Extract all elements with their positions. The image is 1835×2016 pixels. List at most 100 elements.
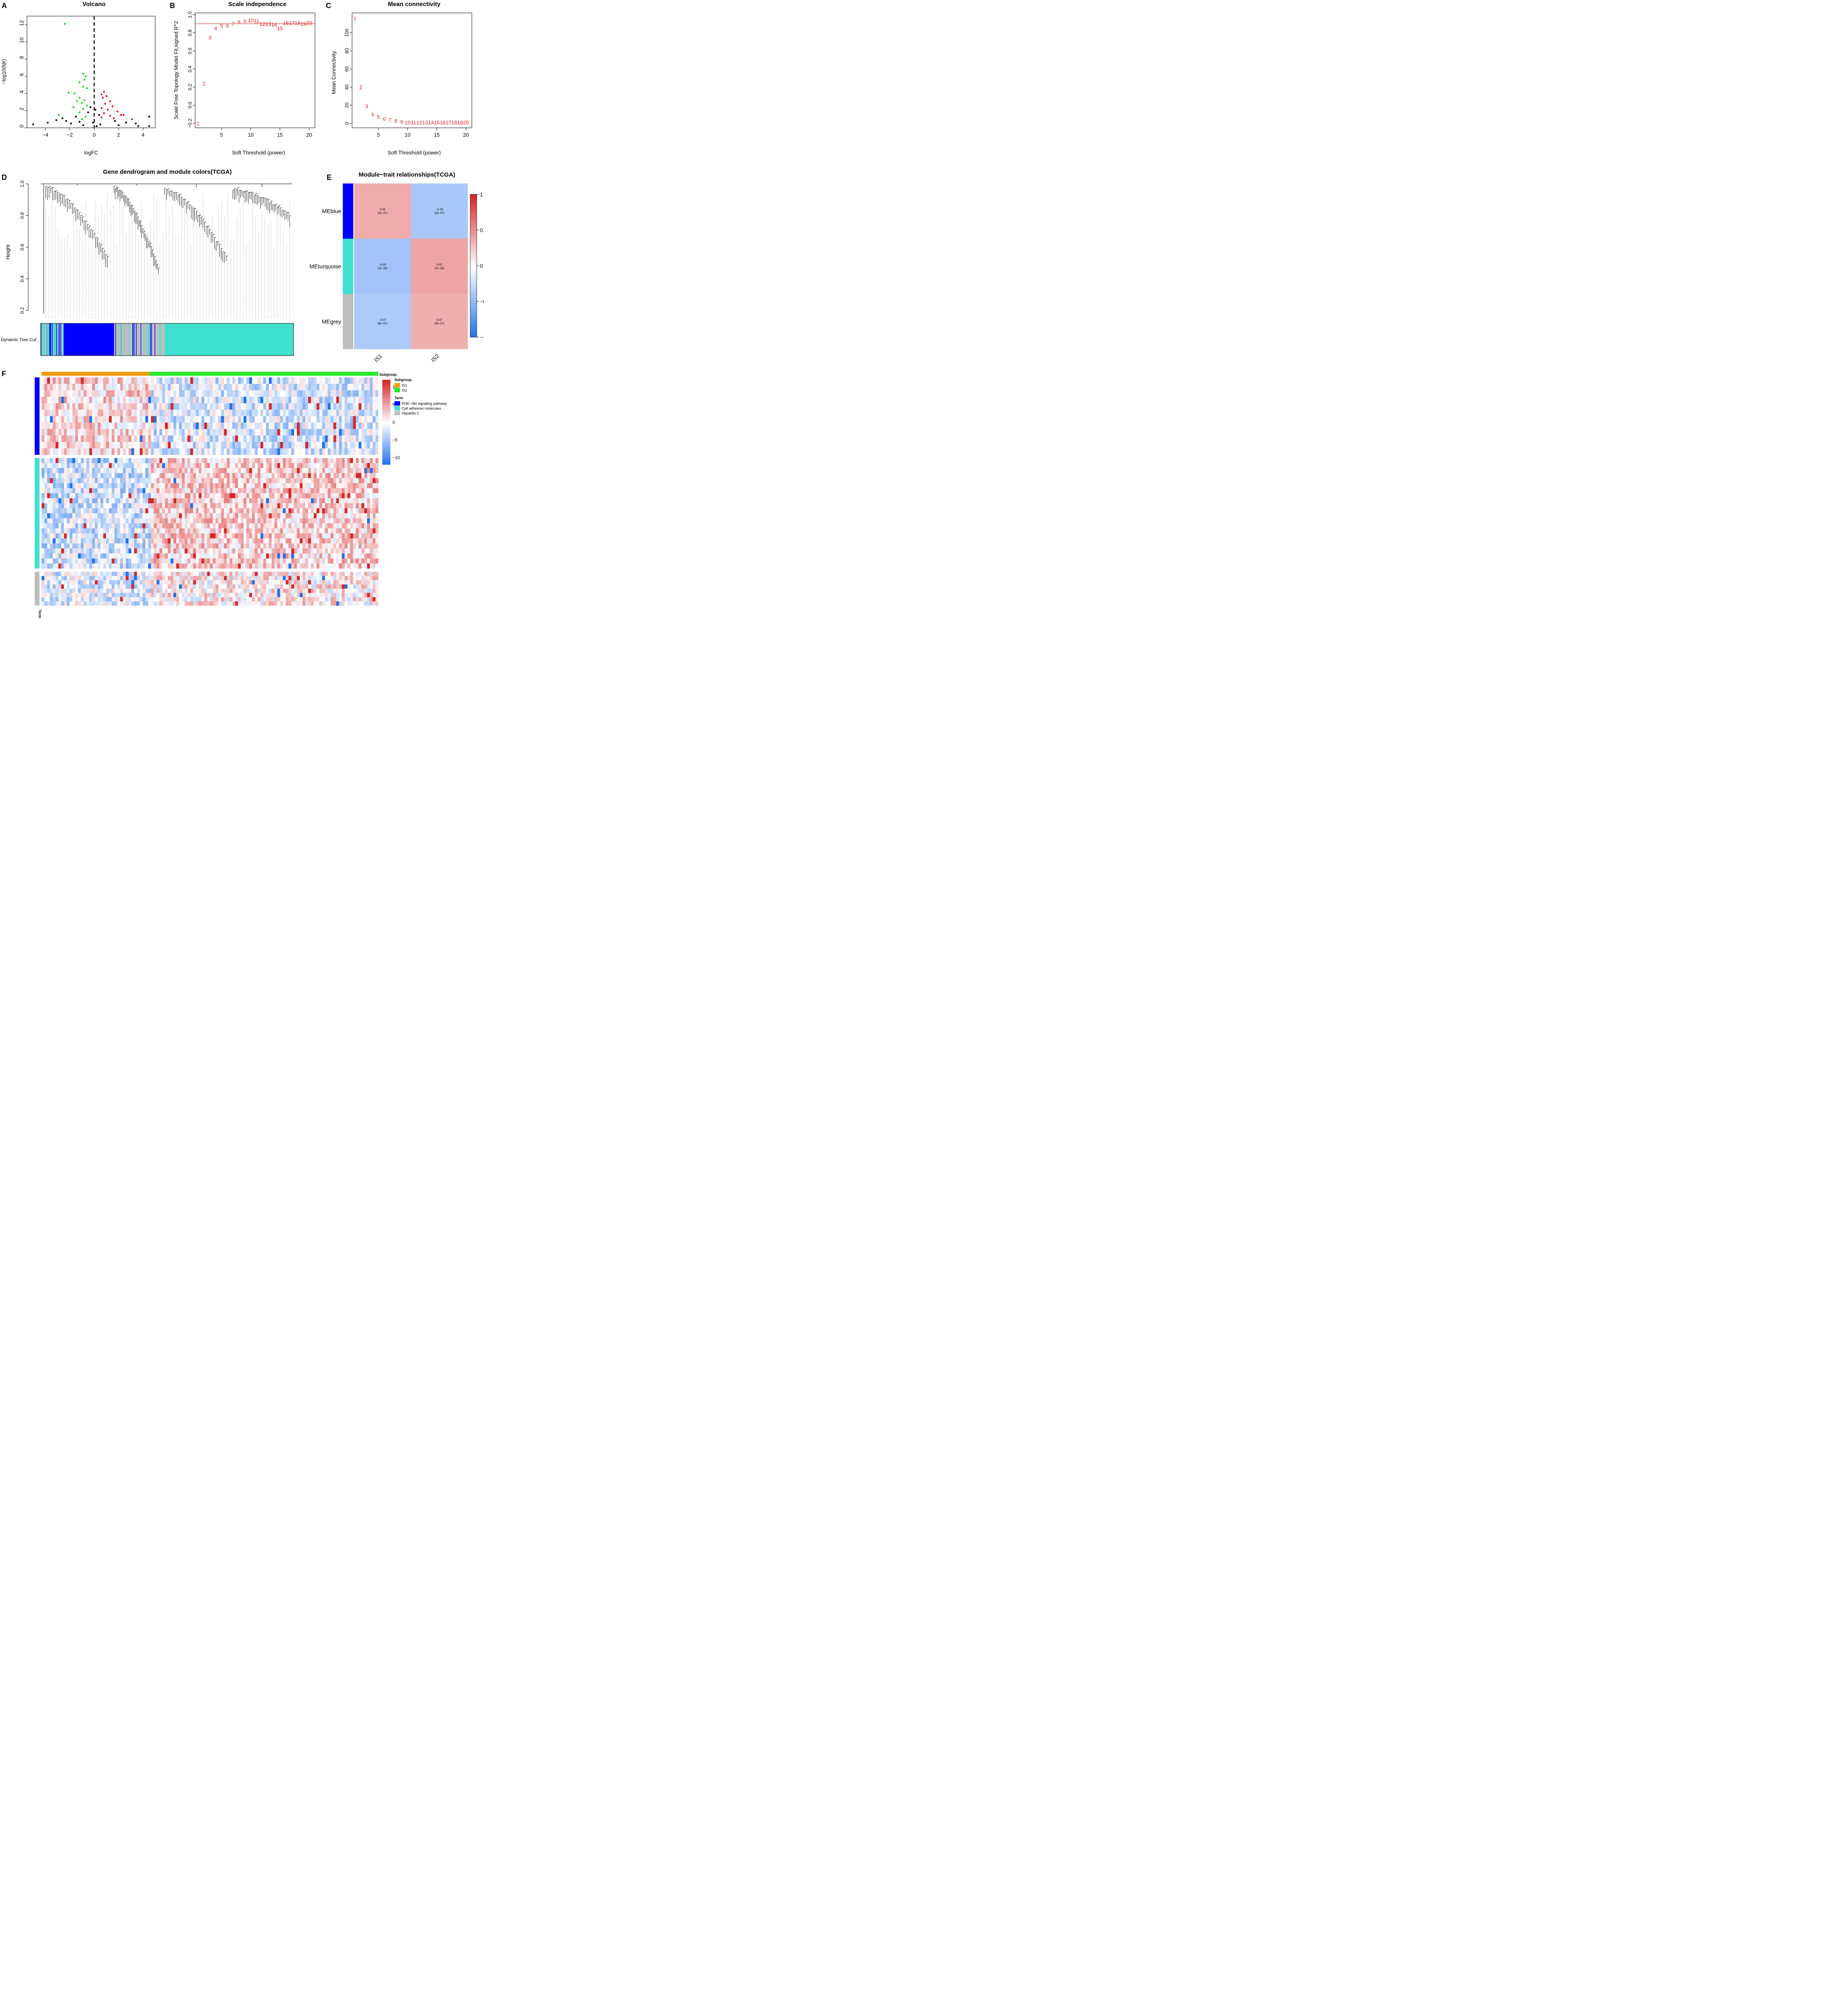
heatmap-cell	[294, 538, 297, 544]
heatmap-cell	[300, 390, 303, 397]
heatmap-cell	[367, 523, 370, 529]
heatmap-cell	[173, 416, 177, 423]
heatmap-cell	[215, 538, 219, 544]
heatmap-cell	[266, 468, 269, 473]
heatmap-cell	[125, 498, 129, 504]
heatmap-cell	[241, 513, 244, 519]
heatmap-cell	[98, 572, 101, 576]
heatmap-cell	[187, 435, 191, 442]
heatmap-cell	[271, 377, 275, 384]
heatmap-cell	[344, 533, 348, 539]
heatmap-cell	[277, 503, 280, 508]
heatmap-cell	[229, 384, 233, 391]
heatmap-cell	[106, 442, 109, 449]
heatmap-cell	[227, 448, 230, 455]
heatmap-cell	[98, 483, 101, 489]
heatmap-cell	[55, 488, 59, 494]
heatmap-cell	[86, 548, 90, 554]
heatmap-cell	[305, 442, 309, 449]
c-power-label: 7	[389, 117, 392, 123]
heatmap-cell	[196, 538, 199, 544]
heatmap-cell	[117, 553, 121, 559]
heatmap-cell	[42, 390, 45, 397]
heatmap-cell	[224, 548, 227, 554]
heatmap-cell	[154, 473, 157, 479]
heatmap-cell	[370, 533, 373, 539]
heatmap-cell	[300, 416, 303, 423]
heatmap-cell	[47, 458, 50, 463]
heatmap-cell	[353, 528, 356, 534]
heatmap-cell	[319, 528, 323, 534]
heatmap-cell	[196, 423, 199, 429]
heatmap-cell	[322, 523, 325, 529]
heatmap-cell	[179, 410, 182, 417]
heatmap-cell	[249, 572, 252, 576]
heatmap-cell	[347, 503, 350, 508]
heatmap-cell	[64, 423, 67, 429]
heatmap-cell	[154, 493, 157, 498]
volcano-point-down	[83, 79, 85, 81]
heatmap-cell	[47, 410, 50, 417]
heatmap-cell	[302, 488, 306, 494]
heatmap-cell	[294, 429, 297, 436]
heatmap-cell	[92, 548, 95, 554]
heatmap-cell	[165, 468, 168, 473]
b-power-label: 15	[277, 25, 283, 31]
heatmap-cell	[140, 553, 143, 559]
heatmap-cell	[227, 458, 230, 463]
heatmap-cell	[221, 503, 224, 508]
c-power-label: 18	[451, 120, 457, 126]
heatmap-cell	[246, 543, 250, 549]
heatmap-cell	[61, 458, 64, 463]
heatmap-cell	[257, 397, 261, 404]
heatmap-cell	[64, 558, 67, 564]
heatmap-cell	[134, 513, 137, 519]
heatmap-cell	[311, 523, 314, 529]
color-scale-step	[470, 334, 477, 337]
heatmap-cell	[370, 458, 373, 463]
volcano-point-down	[73, 92, 76, 95]
heatmap-cell	[370, 503, 373, 508]
heatmap-cell	[339, 429, 342, 436]
heatmap-cell	[89, 498, 92, 504]
panel-label-d: D	[2, 173, 7, 181]
heatmap-cell	[252, 553, 255, 559]
heatmap-cell	[83, 493, 87, 498]
b-ytick-label: −0.2	[187, 119, 193, 128]
heatmap-cell	[111, 503, 115, 508]
heatmap-cell	[204, 435, 207, 442]
heatmap-cell	[271, 538, 275, 544]
heatmap-cell	[184, 572, 188, 576]
module-stripe	[148, 323, 149, 356]
heatmap-cell	[55, 518, 59, 524]
heatmap-cell	[111, 553, 115, 559]
heatmap-cell	[342, 483, 345, 489]
heatmap-cell	[162, 442, 165, 449]
heatmap-cell	[373, 397, 376, 404]
heatmap-cell	[342, 473, 345, 479]
heatmap-cell	[198, 463, 202, 469]
heatmap-cell	[187, 523, 191, 529]
heatmap-cell	[319, 533, 323, 539]
heatmap-cell	[364, 553, 367, 559]
heatmap-cell	[55, 543, 59, 549]
heatmap-cell	[213, 543, 216, 549]
heatmap-cell	[283, 458, 286, 463]
heatmap-cell	[193, 528, 196, 534]
heatmap-cell	[322, 390, 325, 397]
heatmap-cell	[198, 572, 202, 576]
heatmap-cell	[42, 548, 45, 554]
heatmap-cell	[308, 448, 311, 455]
heatmap-cell	[184, 448, 188, 455]
heatmap-cell	[308, 384, 311, 391]
heatmap-cell	[120, 548, 123, 554]
heatmap-cell	[221, 533, 224, 539]
heatmap-cell	[339, 513, 342, 519]
heatmap-cell	[373, 478, 376, 483]
heatmap-cell	[254, 410, 258, 417]
heatmap-cell	[103, 493, 106, 498]
heatmap-cell	[145, 572, 148, 576]
heatmap-cell	[350, 543, 353, 549]
heatmap-cell	[86, 390, 90, 397]
heatmap-cell	[373, 410, 376, 417]
